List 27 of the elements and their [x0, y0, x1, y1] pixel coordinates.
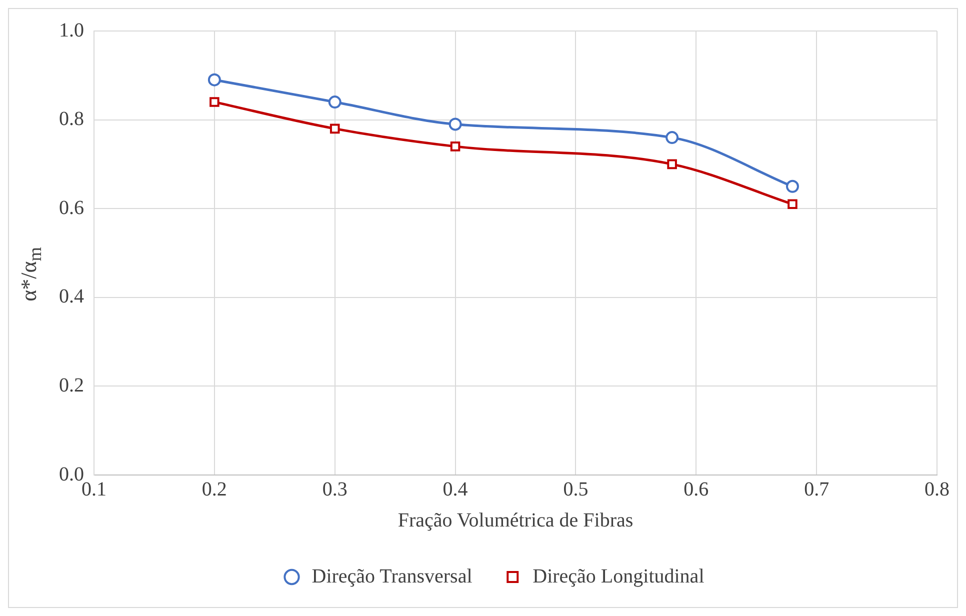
legend-label: Direção Longitudinal	[532, 565, 705, 588]
y-tick-label: 0.0	[59, 463, 84, 486]
point	[666, 131, 679, 144]
y-tick-label: 1.0	[59, 19, 84, 42]
x-tick-label: 0.6	[684, 478, 709, 500]
point	[667, 159, 677, 170]
point	[788, 199, 798, 210]
point	[208, 73, 221, 86]
x-axis-title: Fração Volumétrica de Fibras	[398, 509, 634, 532]
legend-label: Direção Transversal	[312, 565, 473, 588]
x-tick-label: 0.1	[82, 478, 106, 500]
x-tick-label: 0.8	[924, 478, 950, 500]
x-tick-label: 0.7	[804, 478, 830, 500]
y-tick-label: 0.4	[59, 286, 84, 308]
x-tick-label: 0.5	[563, 478, 588, 500]
point	[450, 142, 460, 152]
x-tick-label: 0.2	[202, 478, 227, 500]
point	[210, 97, 220, 107]
point	[448, 118, 462, 131]
point	[328, 96, 342, 109]
y-tick-label: 0.8	[59, 108, 84, 130]
point	[786, 180, 799, 193]
x-tick-label: 0.4	[442, 478, 468, 500]
x-tick-label: 0.3	[322, 478, 348, 500]
y-tick-label: 0.2	[59, 374, 84, 396]
y-tick-label: 0.6	[59, 196, 84, 219]
point	[330, 124, 340, 134]
